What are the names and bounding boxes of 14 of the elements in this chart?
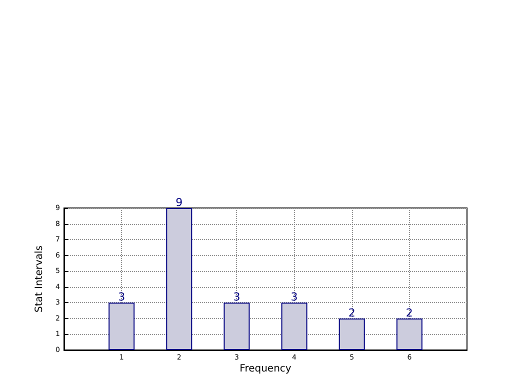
data-label: 3 — [118, 290, 126, 304]
bar — [166, 208, 192, 350]
data-label: 2 — [348, 306, 356, 320]
x-axis-title: Frequency — [240, 364, 292, 374]
bar — [108, 302, 135, 350]
bar — [396, 318, 422, 350]
data-label: 9 — [176, 196, 183, 209]
bar — [281, 302, 308, 350]
y-axis-title: Stat Intervals — [34, 245, 46, 313]
data-label: 3 — [233, 290, 240, 304]
data-label: 2 — [406, 306, 413, 320]
bar — [338, 318, 365, 350]
bar — [224, 302, 250, 350]
data-label: 3 — [290, 290, 298, 304]
